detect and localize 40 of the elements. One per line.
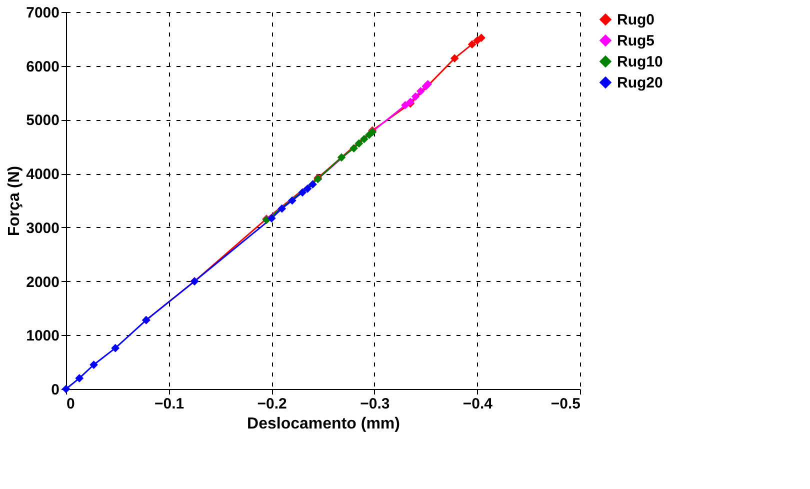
point <box>278 204 286 213</box>
point <box>350 144 358 152</box>
legend-label: Rug10 <box>617 54 663 70</box>
point <box>354 139 364 148</box>
y-tick-label: 0 <box>51 382 60 398</box>
point <box>75 374 84 382</box>
y-tick-label: 4000 <box>26 166 60 184</box>
point <box>90 360 98 369</box>
x-tick-label: −0.3 <box>360 396 390 412</box>
x-tick-label: −0.2 <box>257 396 287 412</box>
y-axis-title: Força (N) <box>6 166 24 236</box>
point <box>424 80 432 88</box>
point <box>308 180 317 189</box>
legend-label: Rug20 <box>617 74 663 92</box>
y-tick-label: 5000 <box>26 112 60 130</box>
point <box>416 86 425 96</box>
point <box>450 54 459 62</box>
y-tick-label: 7000 <box>26 4 60 22</box>
point <box>298 188 307 197</box>
point <box>303 184 312 193</box>
y-tick-label: 6000 <box>26 58 60 76</box>
point <box>111 344 120 352</box>
x-tick-label: 0 <box>66 396 75 412</box>
point <box>477 34 486 42</box>
y-tick-label: 1000 <box>26 328 60 345</box>
point <box>288 196 296 205</box>
point <box>411 92 420 101</box>
x-tick-label: −0.4 <box>462 396 494 412</box>
point <box>468 40 476 48</box>
point <box>267 214 276 222</box>
y-tick-label: 2000 <box>26 274 60 291</box>
x-tick-label: −0.5 <box>550 396 580 412</box>
point <box>401 100 410 110</box>
y-tick-label: 3000 <box>26 220 60 237</box>
x-tick-label: −0.1 <box>154 396 184 412</box>
x-axis-title: Deslocamento (mm) <box>247 416 400 432</box>
legend-label: Rug5 <box>617 32 654 50</box>
point <box>360 134 368 144</box>
legend-label: Rug0 <box>617 12 654 28</box>
point <box>337 153 346 162</box>
